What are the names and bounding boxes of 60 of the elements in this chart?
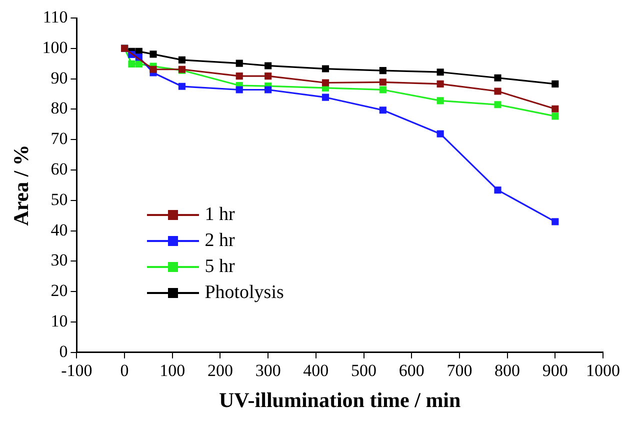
point (150, 66, 157, 73)
point (128, 60, 136, 68)
point (436, 130, 444, 138)
y-tick-label: 80 (50, 98, 68, 118)
legend-label: Photolysis (204, 282, 284, 304)
y-tick-label: 110 (42, 7, 68, 26)
point (264, 62, 272, 70)
point (552, 112, 559, 120)
y-tick-label: 50 (50, 190, 68, 209)
x-tick-label: 200 (207, 361, 233, 380)
point (436, 68, 444, 76)
x-tick-label: 0 (120, 361, 129, 380)
point (322, 94, 330, 101)
point (494, 88, 502, 95)
point (494, 74, 502, 82)
x-tick-label: 100 (160, 361, 186, 380)
x-tick-label: 400 (303, 361, 329, 380)
point (379, 67, 386, 74)
point (264, 86, 272, 94)
point (236, 86, 243, 94)
y-tick-label: 0 (59, 342, 68, 361)
point (264, 72, 272, 80)
point (236, 72, 243, 80)
legend-label: 5 hr (204, 256, 235, 278)
x-tick-label: -100 (61, 361, 92, 380)
point (379, 86, 386, 94)
y-tick-label: 10 (50, 311, 68, 330)
x-tick-label: 1000 (586, 361, 620, 380)
point (436, 97, 444, 104)
point (379, 78, 386, 86)
point (322, 79, 330, 86)
point (178, 82, 186, 90)
point (494, 186, 502, 194)
y-tick-label: 70 (50, 129, 68, 148)
point (236, 60, 243, 67)
x-tick-label: 500 (351, 361, 377, 380)
y-tick-label: 20 (50, 281, 68, 300)
y-axis-title: Area / % (9, 144, 34, 226)
point (436, 80, 444, 88)
x-tick-label: 800 (494, 361, 520, 380)
point (494, 101, 502, 108)
point (178, 56, 186, 64)
legend-label: 2 hr (204, 230, 235, 252)
x-tick-label: 300 (255, 361, 281, 380)
x-tick-label: 700 (446, 361, 472, 380)
legend-label: 1 hr (204, 204, 235, 226)
point (322, 65, 330, 72)
y-tick-label: 60 (50, 159, 68, 178)
x-tick-label: 600 (398, 361, 424, 380)
x-axis-title: UV-illumination time / min (219, 388, 462, 412)
y-tick-label: 100 (42, 38, 68, 57)
point (552, 105, 559, 112)
point (552, 218, 559, 226)
point (379, 106, 386, 114)
x-tick-label: 900 (542, 361, 568, 380)
y-tick-label: 30 (50, 250, 68, 270)
y-tick-label: 40 (50, 220, 68, 240)
point (150, 50, 157, 58)
y-tick-label: 90 (50, 68, 68, 88)
point (552, 80, 559, 88)
